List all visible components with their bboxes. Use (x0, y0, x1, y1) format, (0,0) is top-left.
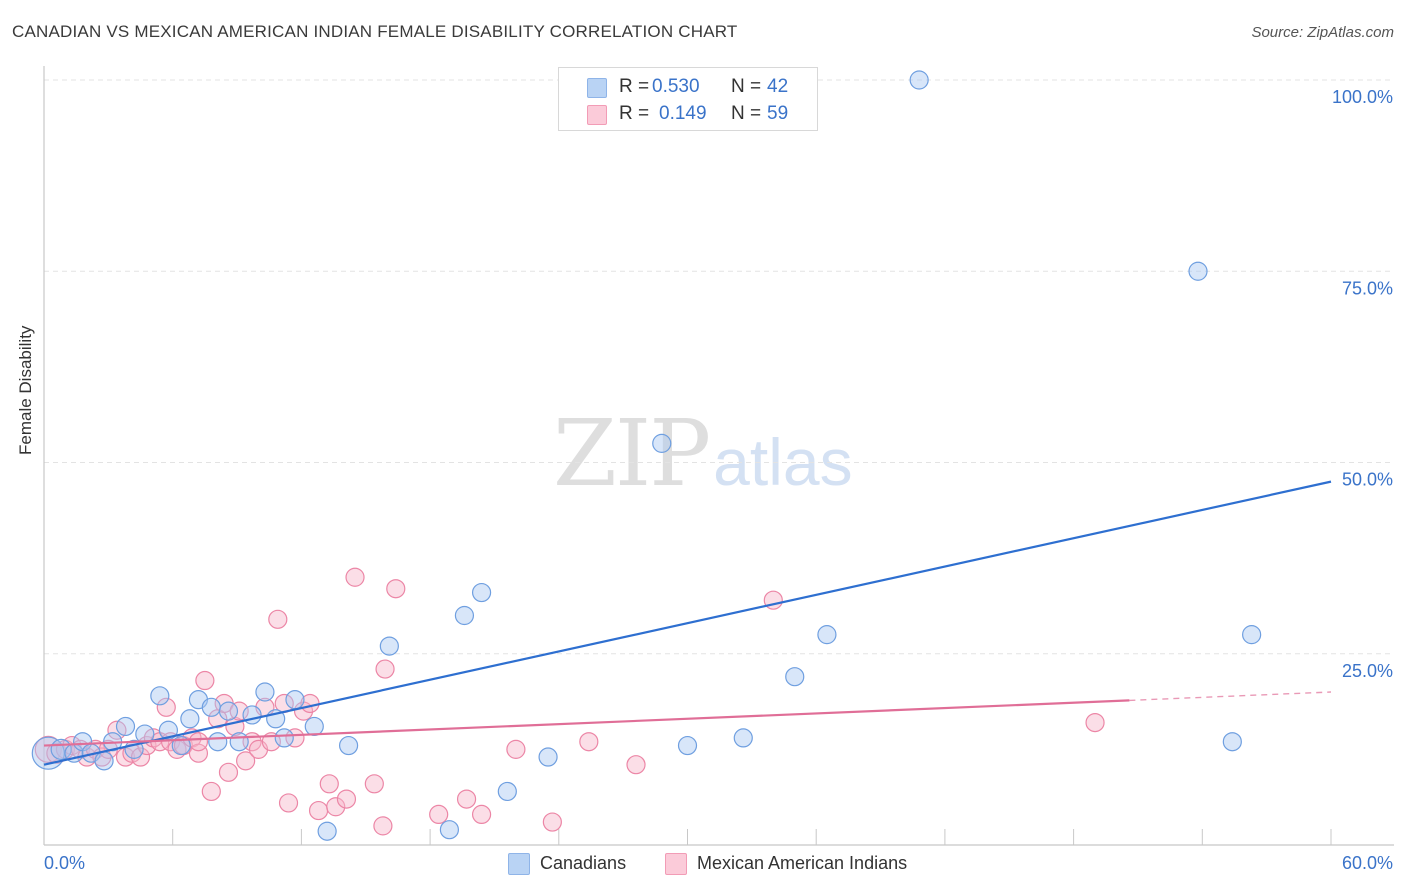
mexican-american-indian-point (285, 728, 305, 748)
legend-r-value: 0.149 (659, 103, 707, 124)
mexican-american-indian-point (188, 743, 209, 763)
source-label: Source: ZipAtlas.com (1251, 24, 1394, 41)
mexican-american-indian-point (579, 732, 599, 752)
mexican-american-indian-point (188, 732, 209, 752)
x-tick-label: 0.0% (44, 853, 85, 873)
mexican-american-indian-point (373, 816, 393, 836)
mexican-american-indian-point (506, 739, 526, 759)
mexican-american-indian-point (319, 774, 339, 794)
canadian-point (454, 605, 475, 626)
canadian-point (677, 735, 698, 756)
chart-title: CANADIAN VS MEXICAN AMERICAN INDIAN FEMA… (12, 22, 738, 41)
canadian-point (218, 701, 239, 721)
canadian-point (158, 720, 179, 740)
canadian-point (785, 667, 805, 687)
legend-n-value: 42 (767, 76, 789, 97)
mexican-american-indian-point (308, 800, 329, 821)
canadian-point (733, 728, 753, 748)
mexican-american-indian-point (236, 751, 256, 771)
canadian-point (1188, 261, 1208, 281)
canadian-point (497, 781, 517, 802)
mexican-american-indian-point (429, 804, 449, 825)
grid-layer (44, 79, 1394, 655)
mexican-american-indian-point (130, 747, 151, 767)
mexican-american-indian-point (1085, 712, 1105, 733)
canadian-point (201, 697, 221, 717)
canadian-point (115, 716, 136, 737)
axis-layer (43, 66, 1394, 846)
y-tick-label: 25.0% (1342, 661, 1393, 681)
mexican-american-indian-point (268, 609, 288, 629)
mexican-american-indian-point (195, 670, 215, 691)
canadian-point (150, 686, 170, 706)
mexican-american-indian-point (201, 781, 221, 802)
canadian-point (817, 625, 837, 645)
mexican-american-indian-point (375, 659, 395, 679)
mexican-american-indians-trend-line (43, 699, 1130, 747)
mexican-american-indian-point (229, 701, 249, 721)
canadian-point (180, 709, 200, 729)
canadian-point (909, 70, 929, 90)
canadian-point (1222, 732, 1242, 752)
canadian-point (229, 732, 249, 752)
bottom-legend-swatch-canadians (508, 853, 530, 875)
trend-lines (43, 480, 1332, 766)
mexican-american-indians-trend-extension (1129, 691, 1332, 702)
legend-swatch-mexican-american-indians (587, 105, 607, 125)
legend-r-value: 0.530 (652, 76, 700, 97)
mexican-american-indian-point (336, 789, 357, 809)
mexican-american-indian-point (364, 774, 384, 794)
canadian-point (538, 747, 558, 767)
mexican-american-indian-point (456, 789, 477, 809)
mexican-american-indian-point (278, 793, 299, 813)
canadian-point (255, 682, 275, 702)
mexican-american-indian-point (542, 812, 562, 832)
bottom-legend-label-canadians: Canadians (540, 853, 627, 873)
mexican-american-indian-point (386, 579, 406, 599)
canadian-point (379, 636, 399, 656)
canadians-trend-line (43, 480, 1332, 766)
canadian-point (471, 582, 492, 603)
correlation-legend: R = 0.530 N = 42 R = 0.149 N = 59 (558, 67, 818, 131)
canadian-point (304, 716, 324, 737)
mexican-american-indian-point (626, 755, 646, 775)
y-tick-label: 50.0% (1342, 470, 1393, 490)
mexican-american-indian-points (34, 567, 1105, 836)
canadian-point (338, 735, 359, 756)
canadian-point (285, 690, 305, 710)
canadian-point (317, 821, 337, 841)
canadian-point (439, 820, 460, 840)
legend-r-label: R = (619, 103, 650, 124)
mexican-american-indian-point (471, 804, 492, 825)
tick-labels: 25.0% 50.0% 75.0% 100.0% 0.0% 60.0% (44, 87, 1393, 873)
legend-n-label: N = (731, 76, 762, 97)
y-tick-label: 75.0% (1342, 278, 1393, 298)
bottom-legend-label-mexican-american-indians: Mexican American Indians (697, 853, 908, 873)
legend-n-label: N = (731, 103, 762, 124)
y-tick-label: 100.0% (1332, 87, 1393, 107)
mexican-american-indian-point (218, 762, 239, 782)
canadian-point (274, 728, 294, 748)
legend-swatch-canadians (587, 78, 607, 98)
canadian-point (652, 433, 672, 453)
legend-r-label: R = (619, 76, 650, 97)
mexican-american-indian-point (326, 797, 346, 817)
canadian-point (94, 751, 114, 771)
x-tick-label: 60.0% (1342, 853, 1393, 873)
canadian-point (208, 732, 228, 752)
mexican-american-indian-point (345, 567, 365, 587)
watermark-zip: ZIP (553, 400, 711, 507)
canadian-point (1242, 625, 1262, 645)
mexican-american-indian-point (156, 697, 176, 717)
bottom-legend-swatch-mexican-american-indians (665, 853, 687, 875)
legend-n-value: 59 (767, 103, 789, 124)
